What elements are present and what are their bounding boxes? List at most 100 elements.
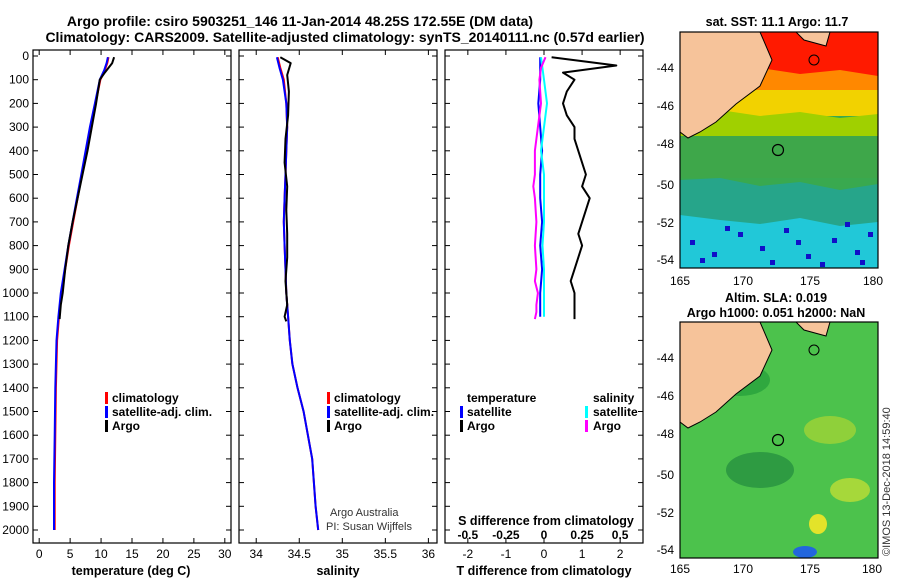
map-xtick: 165 (670, 274, 690, 288)
tdiff-xlabel: T difference from climatology (456, 564, 631, 578)
x-tick-label: 1 (579, 547, 586, 561)
x-tick-label: 20 (156, 547, 170, 561)
sla-patch (830, 478, 870, 502)
salinity-axes (238, 49, 438, 544)
temperature-legend: climatology satellite-adj. clim. Argo (105, 391, 212, 433)
x-tick-label: 35 (336, 547, 350, 561)
title-line-1: Argo profile: csiro 5903251_146 11-Jan-2… (67, 13, 533, 29)
depth-tick-label: 100 (9, 73, 29, 87)
x-tick-label: 36 (422, 547, 436, 561)
depth-tick-labels: 0 100 200 300 400 500 600 700 800 900 1000 1100 1200… (2, 49, 29, 537)
depth-tick-label: 1000 (2, 286, 29, 300)
series-argo (58, 56, 116, 320)
legend-salinity-heading: salinity (593, 391, 635, 405)
depth-tick-label: 1900 (2, 499, 29, 513)
argo-position-marker (771, 143, 785, 157)
map-ytick: -44 (657, 351, 675, 365)
sst-band-lime (680, 110, 878, 138)
tick-layer (33, 50, 643, 543)
legend-swatch-climatology (327, 392, 330, 404)
x-tick-label: 2 (617, 547, 624, 561)
south-island-landmass (680, 322, 773, 429)
profile-lines (53, 56, 618, 531)
depth-tick-label: 0 (22, 49, 29, 63)
sst-cold-pixels (690, 222, 873, 267)
difference-legend: temperature satellite Argo salinity sate… (460, 391, 638, 433)
chatham-rise-feature (808, 344, 820, 356)
depth-tick-label: 1800 (2, 476, 29, 490)
depth-tick-label: 300 (9, 120, 29, 134)
map-ytick: -50 (657, 468, 675, 482)
map-ytick: -48 (657, 137, 675, 151)
map-xtick: 175 (800, 562, 820, 576)
sla-map-xticks: 165 170 175 180 (670, 562, 882, 576)
south-island-landmass (680, 32, 773, 139)
legend-climatology: climatology (334, 391, 401, 405)
sst-band-green (680, 136, 878, 178)
legend-t-satellite: satellite (467, 405, 512, 419)
legend-argo: Argo (112, 419, 140, 433)
depth-tick-label: 1600 (2, 428, 29, 442)
sla-map-title: Altim. SLA: 0.019 (725, 291, 827, 305)
legend-swatch-satellite (327, 406, 330, 418)
height-map-title: Argo h1000: 0.051 h2000: NaN (687, 306, 866, 320)
legend-swatch-t-argo (460, 420, 463, 432)
series-salinity-argo (532, 56, 547, 320)
secondary-x-tick-label: -0.5 (458, 528, 479, 542)
x-tick-label: 0 (541, 547, 548, 561)
credit-line-2: PI: Susan Wijffels (326, 521, 412, 533)
x-tick-labels: 0 5 10 15 20 25 30 34 34.5 35 35.5 36 -2 -1 0 1 2 -0.5 -0.… (36, 528, 629, 561)
map-ytick: -44 (657, 61, 675, 75)
legend-swatch-argo (327, 420, 330, 432)
secondary-x-tick-label: 0.5 (612, 528, 629, 542)
map-ytick: -50 (657, 178, 675, 192)
imos-watermark: ©IMOS 13-Dec-2018 14:59:40 (881, 407, 893, 556)
legend-climatology: climatology (112, 391, 179, 405)
x-tick-label: 35.5 (374, 547, 398, 561)
depth-tick-label: 400 (9, 144, 29, 158)
series-temperature-satellite (537, 57, 544, 317)
map-ytick: -46 (657, 99, 675, 113)
depth-tick-label: 200 (9, 96, 29, 110)
map-ytick: -48 (657, 427, 675, 441)
map-ytick: -54 (657, 253, 675, 267)
map-xtick: 180 (863, 274, 883, 288)
sla-map-yticks: -44 -46 -48 -50 -52 -54 (657, 351, 675, 557)
sst-map-xticks: 165 170 175 180 (670, 274, 883, 288)
salinity-xlabel: salinity (316, 564, 359, 578)
x-tick-label: 5 (67, 547, 74, 561)
depth-tick-label: 1300 (2, 357, 29, 371)
sla-patch (726, 452, 794, 488)
credit-line-1: Argo Australia (330, 507, 399, 519)
map-xtick: 170 (733, 274, 753, 288)
x-tick-label: -2 (463, 547, 474, 561)
depth-tick-label: 500 (9, 168, 29, 182)
legend-swatch-t-satellite (460, 406, 463, 418)
legend-argo: Argo (334, 419, 362, 433)
sla-high-patch (809, 514, 827, 534)
depth-tick-label: 900 (9, 262, 29, 276)
chatham-rise-feature (808, 54, 820, 66)
legend-swatch-argo (105, 420, 108, 432)
sla-map (680, 322, 878, 558)
sdiff-xlabel: S difference from climatology (458, 514, 634, 528)
north-island-landmass (795, 32, 831, 47)
legend-temperature-heading: temperature (467, 391, 537, 405)
legend-satellite-adj: satellite-adj. clim. (112, 405, 212, 419)
legend-swatch-s-argo (585, 420, 588, 432)
x-tick-label: 34 (250, 547, 264, 561)
salinity-legend: climatology satellite-adj. clim. Argo (327, 391, 434, 433)
depth-tick-label: 1400 (2, 381, 29, 395)
map-ytick: -52 (657, 216, 675, 230)
depth-tick-label: 1500 (2, 405, 29, 419)
sst-map-title: sat. SST: 11.1 Argo: 11.7 (706, 15, 849, 29)
legend-swatch-climatology (105, 392, 108, 404)
secondary-x-tick-label: 0 (541, 528, 548, 542)
depth-tick-label: 1200 (2, 333, 29, 347)
map-ytick: -46 (657, 389, 675, 403)
sst-map-yticks: -44 -46 -48 -50 -52 -54 (657, 61, 675, 267)
sst-map-frame (679, 31, 879, 269)
legend-satellite-adj: satellite-adj. clim. (334, 405, 434, 419)
sla-low-patch (793, 546, 817, 558)
